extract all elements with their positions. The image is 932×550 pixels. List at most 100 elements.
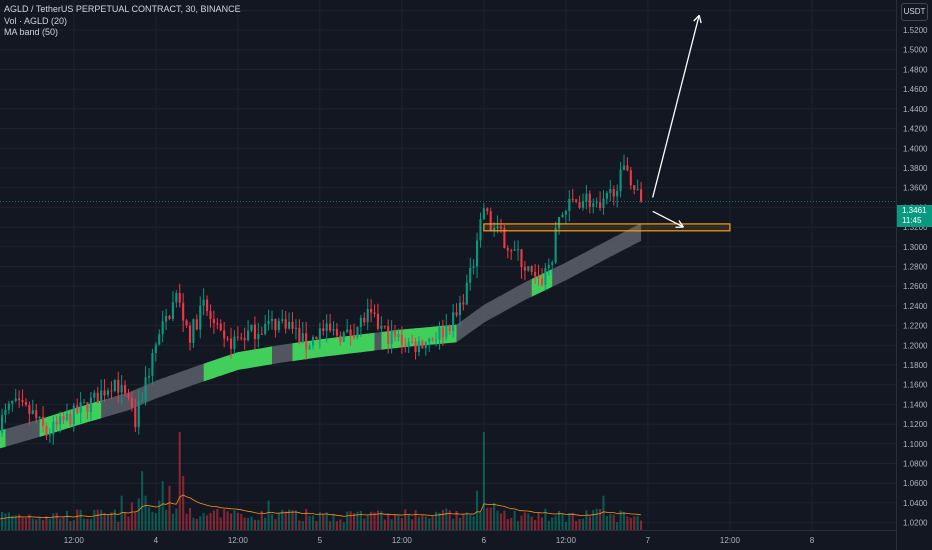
candle-body — [226, 338, 229, 340]
candle-body — [318, 328, 321, 340]
volume-bar — [31, 518, 34, 530]
price-tick-label: 1.0400 — [903, 499, 928, 508]
volume-bar — [455, 511, 458, 530]
volume-bar — [243, 517, 246, 530]
candle-body — [352, 335, 356, 338]
volume-bar — [253, 519, 256, 530]
candle-body — [274, 319, 277, 331]
trend-arrow-head — [698, 15, 702, 24]
volume-bar — [547, 520, 550, 530]
volume-bar — [537, 512, 540, 530]
volume-bar — [554, 515, 557, 530]
candle-body — [335, 328, 338, 336]
trend-arrow — [652, 15, 700, 198]
candle-body — [185, 320, 188, 326]
volume-bar — [305, 509, 308, 530]
time-axis[interactable]: 12:00 4 12:00 5 12:00 6 12:00 7 12:00 8 — [64, 536, 815, 545]
candle-body — [424, 341, 427, 349]
candle-body — [120, 385, 123, 393]
volume-bar — [540, 517, 544, 530]
candle-body — [308, 345, 311, 350]
time-tick-label: 7 — [646, 536, 651, 545]
candle-body — [62, 416, 65, 421]
volume-bar — [612, 514, 615, 530]
candle-body — [404, 344, 407, 346]
volume-bar — [0, 511, 4, 530]
volume-bar — [380, 511, 383, 530]
candle-body — [339, 335, 342, 342]
currency-selector[interactable]: USDT — [901, 3, 928, 21]
volume-bar — [434, 511, 438, 530]
volume-bar — [496, 510, 499, 530]
volume-bar — [124, 512, 127, 530]
volume-bar — [359, 510, 362, 530]
candle-body — [250, 324, 253, 331]
volume-bar — [332, 514, 335, 530]
price-tick-label: 1.0800 — [903, 460, 928, 469]
candle-body — [281, 319, 284, 321]
candle-body — [421, 340, 424, 349]
candle-body — [291, 321, 294, 329]
volume-bar — [571, 512, 574, 530]
candle-body — [568, 198, 571, 211]
candle-body — [41, 416, 45, 427]
candle-body — [493, 227, 496, 231]
volume-bar — [206, 515, 209, 530]
candle-body — [356, 326, 359, 338]
volume-bar — [284, 511, 287, 530]
volume-bar — [469, 514, 472, 530]
volume-bar — [281, 509, 284, 530]
drawing-layer[interactable] — [0, 14, 896, 232]
candle-body — [599, 202, 602, 209]
candle-body — [489, 211, 492, 231]
candle-body — [441, 327, 444, 338]
candle-body — [233, 336, 236, 350]
candle-body — [503, 228, 506, 249]
candle-body — [209, 311, 212, 320]
candle-body — [332, 328, 335, 331]
volume-bar — [428, 518, 431, 530]
candle-body — [581, 201, 585, 208]
volume-bar — [605, 516, 608, 530]
candle-body — [554, 228, 557, 263]
candle-body — [342, 332, 345, 342]
price-tick-label: 1.4400 — [903, 105, 928, 114]
candle-body — [510, 250, 513, 252]
candle-body — [305, 333, 308, 350]
candle-body — [414, 341, 417, 353]
volume-bar — [240, 514, 243, 530]
candle-body — [165, 316, 168, 322]
volume-bar — [393, 514, 397, 530]
volume-bar — [223, 509, 226, 530]
volume-bar — [489, 507, 492, 530]
candle-body — [595, 202, 598, 204]
candle-body — [192, 319, 195, 343]
volume-bar — [315, 520, 318, 530]
candle-body — [288, 321, 291, 329]
candle-body — [387, 326, 390, 344]
volume-bar — [322, 513, 325, 530]
candle-body — [390, 330, 393, 344]
candle-body — [301, 333, 304, 343]
ma-band-indicator-label[interactable]: MA band (50) — [4, 27, 59, 37]
price-tick-label: 1.3200 — [903, 223, 928, 232]
price-tick-label: 1.0200 — [903, 519, 928, 528]
candle-body — [31, 410, 34, 414]
candle-body — [605, 192, 608, 199]
candle-body — [130, 397, 133, 408]
candle-body — [96, 392, 99, 403]
candle-body — [547, 264, 550, 268]
candle-body — [366, 308, 369, 323]
volume-indicator-label[interactable]: Vol · AGLD (20) — [4, 15, 68, 26]
candle-body — [240, 337, 243, 339]
candle-body — [619, 169, 622, 192]
candle-body — [455, 312, 458, 316]
volume-bar — [568, 512, 571, 530]
volume-bar — [188, 507, 192, 530]
volume-bar — [602, 495, 605, 530]
volume-bar — [506, 519, 509, 530]
symbol-title[interactable]: AGLD / TetherUS PERPETUAL CONTRACT, 30, … — [4, 4, 241, 14]
last-price-label: 1.3461 11:45 — [897, 205, 932, 227]
candle-body — [496, 226, 499, 228]
